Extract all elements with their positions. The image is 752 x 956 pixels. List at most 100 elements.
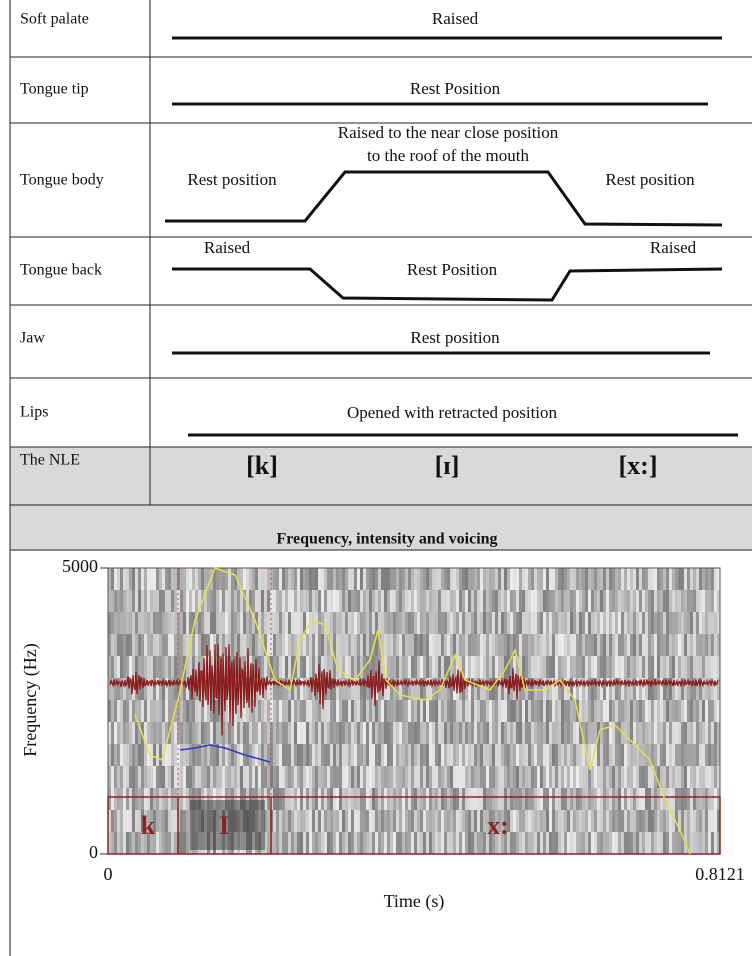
spectrogram-texture [318,832,321,854]
spectrogram-texture [606,722,609,744]
spectrogram-texture [687,788,690,810]
spectrogram-texture [558,568,561,590]
spectrogram-texture [123,678,126,700]
spectrogram-texture [132,656,135,678]
spectrogram-texture [159,568,162,590]
spectrogram-texture [483,722,486,744]
spectrogram-texture [531,810,534,832]
spectrogram-texture [381,744,384,766]
spectrogram-texture [354,590,357,612]
spectrogram-texture [570,700,573,722]
spectrogram-texture [333,678,336,700]
spectrogram-texture [150,788,153,810]
spectrogram-texture [384,744,387,766]
spectrogram-texture [255,788,258,810]
spectrogram-texture [516,810,519,832]
spectrogram-texture [159,612,162,634]
spectrogram-texture [309,810,312,832]
spectrogram-texture [153,788,156,810]
spectrogram-texture [372,722,375,744]
spectrogram-texture [213,590,216,612]
spectrogram-texture [408,832,411,854]
spectrogram-texture [579,656,582,678]
spectrogram-texture [663,700,666,722]
spectrogram-texture [210,744,213,766]
spectrogram-texture [432,612,435,634]
spectrogram-texture [285,788,288,810]
spectrogram-texture [156,832,159,854]
spectrogram-texture [189,744,192,766]
spectrogram-texture [243,612,246,634]
spectrogram-texture [666,700,669,722]
spectrogram-texture [372,810,375,832]
spectrogram-texture [297,568,300,590]
spectrogram-texture [459,832,462,854]
spectrogram-texture [423,656,426,678]
spectrogram-texture [141,832,144,854]
annotation: Raised [204,238,251,257]
spectrogram-texture [606,634,609,656]
spectrogram-texture [162,568,165,590]
spectrogram-texture [567,810,570,832]
spectrogram-texture [231,788,234,810]
spectrogram-texture [669,810,672,832]
spectrogram-texture [255,744,258,766]
spectrogram-texture [609,744,612,766]
spectrogram-texture [648,722,651,744]
spectrogram-texture [615,744,618,766]
spectrogram-texture [663,722,666,744]
spectrogram-texture [591,766,594,788]
spectrogram-texture [471,612,474,634]
spectrogram-texture [630,568,633,590]
spectrogram-texture [165,788,168,810]
spectrogram-texture [525,832,528,854]
spectrogram-texture [174,810,177,832]
spectrogram-texture [540,568,543,590]
spectrogram-texture [678,722,681,744]
spectrogram-texture [630,678,633,700]
spectrogram-texture [474,810,477,832]
spectrogram-texture [219,678,222,700]
spectrogram-texture [345,590,348,612]
spectrogram-texture [561,810,564,832]
spectrogram-texture [237,766,240,788]
spectrogram-texture [168,810,171,832]
spectrogram-texture [363,722,366,744]
spectrogram-texture [498,590,501,612]
spectrogram-texture [264,590,267,612]
spectrogram-texture [588,656,591,678]
spectrogram-texture [570,766,573,788]
spectrogram-texture [717,568,720,590]
spectrogram-texture [534,678,537,700]
spectrogram-texture [657,810,660,832]
spectrogram-texture [348,656,351,678]
spectrogram-texture [537,656,540,678]
spectrogram-texture [171,612,174,634]
spectrogram-texture [528,678,531,700]
spectrogram-texture [138,766,141,788]
spectrogram-texture [711,634,714,656]
spectrogram-texture [246,700,249,722]
spectrogram-texture [456,744,459,766]
spectrogram-texture [192,766,195,788]
spectrogram-texture [405,568,408,590]
spectrogram-texture [357,568,360,590]
spectrogram-texture [168,766,171,788]
spectrogram-texture [240,568,243,590]
spectrogram-texture [405,634,408,656]
spectrogram-texture [576,832,579,854]
spectrogram-texture [621,744,624,766]
spectrogram-texture [207,634,210,656]
spectrogram-texture [159,700,162,722]
spectrogram-texture [171,832,174,854]
spectrogram-texture [222,700,225,722]
spectrogram-texture [195,722,198,744]
spectrogram-texture [249,568,252,590]
spectrogram-texture [429,678,432,700]
spectrogram-texture [708,744,711,766]
spectrogram-texture [258,766,261,788]
spectrogram-texture [663,744,666,766]
spectrogram-texture [603,832,606,854]
spectrogram-texture [522,590,525,612]
spectrogram-texture [552,788,555,810]
